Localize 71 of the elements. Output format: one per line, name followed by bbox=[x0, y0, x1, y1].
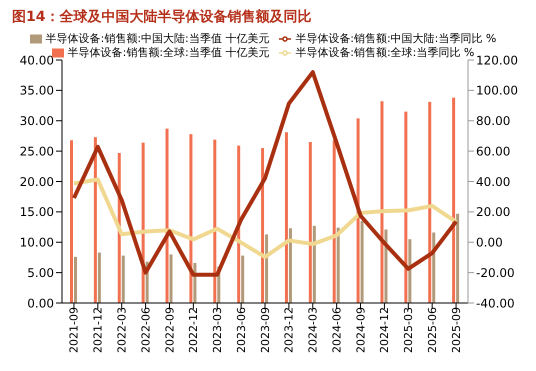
bar bbox=[456, 214, 460, 303]
bar bbox=[308, 142, 312, 303]
x-tick-label: 2024-09 bbox=[354, 307, 368, 353]
x-tick-label: 2023-12 bbox=[282, 307, 296, 353]
bar bbox=[452, 98, 456, 303]
x-tick-label: 2023-09 bbox=[258, 307, 272, 353]
x-tick-label: 2022-06 bbox=[139, 307, 152, 353]
bar bbox=[336, 228, 340, 303]
line-series bbox=[72, 70, 458, 277]
y2-tick-label: 20.00 bbox=[476, 205, 510, 220]
bar bbox=[74, 256, 77, 303]
x-tick-label: 2024-03 bbox=[306, 307, 320, 353]
x-tick-label: 2022-09 bbox=[163, 307, 176, 353]
y-tick-label: 35.00 bbox=[20, 84, 54, 98]
y2-tick-label: 40.00 bbox=[476, 174, 510, 189]
x-tick-label: 2025-03 bbox=[402, 307, 416, 353]
bar bbox=[237, 146, 240, 303]
x-tick-label: 2021-12 bbox=[92, 307, 105, 353]
bar bbox=[428, 102, 432, 303]
x-tick-label: 2023-03 bbox=[211, 307, 224, 353]
bar bbox=[189, 134, 192, 303]
bar bbox=[94, 137, 97, 303]
bar bbox=[312, 226, 316, 303]
y-tick-label: 5.00 bbox=[27, 266, 54, 280]
y2-tick-label: 60.00 bbox=[476, 144, 510, 158]
bar bbox=[404, 112, 408, 303]
x-tick-label: 2024-12 bbox=[378, 307, 392, 353]
y-tick-label: 15.00 bbox=[20, 205, 54, 220]
y-tick-label: 25.00 bbox=[20, 144, 54, 158]
bar bbox=[380, 101, 384, 303]
legend-label: 半导体设备:销售额:全球:当季同比 % bbox=[295, 46, 474, 59]
x-tick-label: 2024-06 bbox=[330, 307, 344, 353]
bar bbox=[170, 254, 173, 303]
x-tick-label: 2025-06 bbox=[426, 307, 439, 353]
legend-label: 半导体设备:销售额:中国大陆:当季同比 % bbox=[295, 32, 496, 45]
y2-tick-label: -40.00 bbox=[476, 296, 515, 310]
legend-label: 半导体设备:销售额:全球:当季值 十亿美元 bbox=[68, 46, 270, 59]
bar bbox=[356, 118, 360, 303]
y-tick-label: 40.00 bbox=[20, 53, 54, 68]
x-tick-label: 2021-09 bbox=[68, 307, 81, 353]
bar bbox=[332, 140, 336, 303]
y2-tick-label: 80.00 bbox=[476, 114, 510, 128]
line-series bbox=[72, 178, 458, 259]
x-tick-label: 2025-09 bbox=[450, 307, 463, 353]
y2-tick-label: -20.00 bbox=[476, 266, 515, 280]
y-tick-label: 10.00 bbox=[20, 236, 54, 250]
y2-tick-label: 100.00 bbox=[476, 84, 518, 98]
bar bbox=[166, 128, 169, 303]
y2-tick-label: 120.00 bbox=[476, 53, 518, 68]
x-tick-label: 2022-12 bbox=[187, 307, 200, 353]
bar bbox=[241, 256, 244, 303]
bar bbox=[261, 148, 264, 303]
bar bbox=[284, 132, 288, 303]
bar bbox=[213, 140, 216, 303]
y2-tick-label: 0.00 bbox=[476, 236, 503, 250]
bar bbox=[432, 232, 436, 303]
bar bbox=[408, 239, 412, 303]
bar bbox=[288, 228, 292, 303]
x-tick-label: 2023-06 bbox=[234, 307, 248, 353]
y-tick-label: 20.00 bbox=[20, 174, 54, 189]
legend-label: 半导体设备:销售额:中国大陆:当季值 十亿美元 bbox=[46, 32, 270, 45]
bar bbox=[265, 234, 268, 303]
y-tick-label: 0.00 bbox=[27, 296, 54, 310]
bar bbox=[98, 252, 101, 303]
bar bbox=[122, 256, 125, 303]
bar bbox=[360, 220, 364, 303]
chart-title: 图14：全球及中国大陆半导体设备销售额及同比 bbox=[11, 8, 312, 27]
bar bbox=[384, 229, 388, 303]
x-tick-label: 2022-03 bbox=[116, 307, 129, 353]
y-tick-label: 30.00 bbox=[20, 114, 54, 128]
bar bbox=[70, 140, 73, 303]
